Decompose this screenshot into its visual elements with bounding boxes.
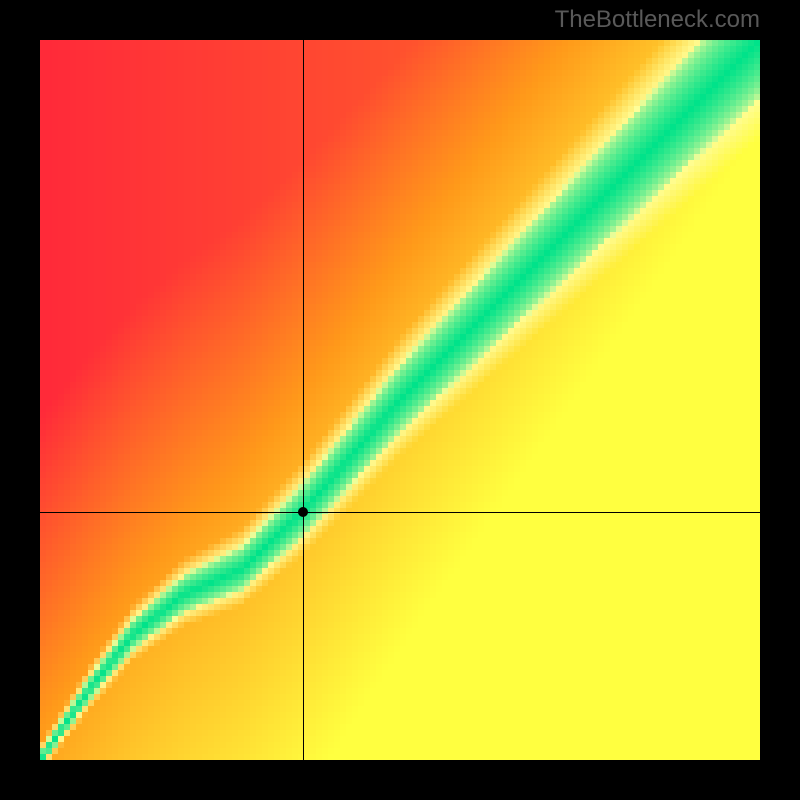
heatmap-plot (40, 40, 760, 760)
chart-frame: TheBottleneck.com (0, 0, 800, 800)
watermark-text: TheBottleneck.com (555, 6, 760, 34)
heatmap-canvas (40, 40, 760, 760)
